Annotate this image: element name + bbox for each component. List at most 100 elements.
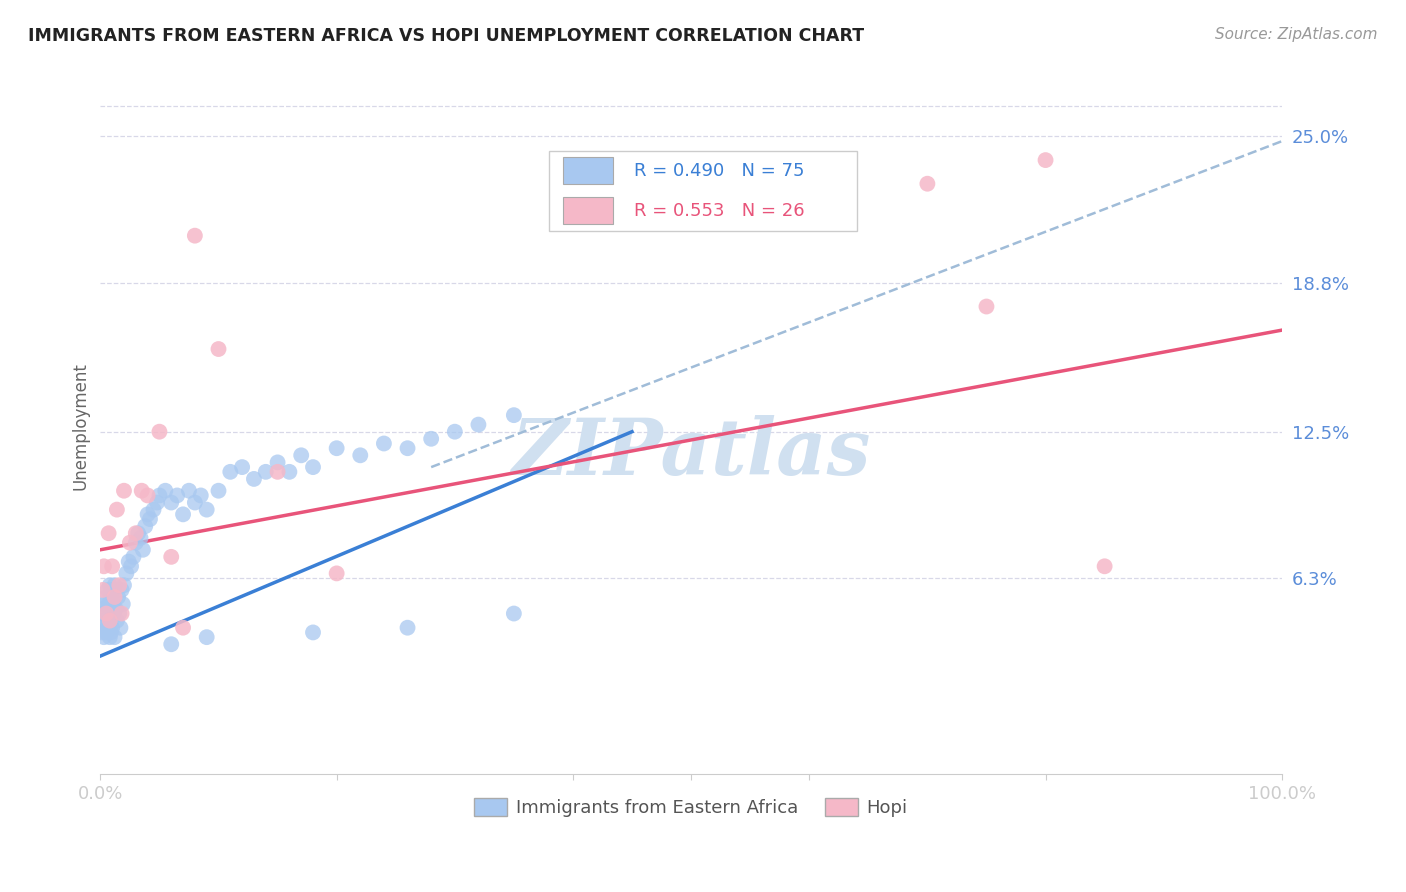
Point bbox=[290, 448, 312, 462]
Point bbox=[110, 607, 132, 621]
Point bbox=[98, 578, 121, 592]
Point bbox=[103, 578, 125, 592]
Point bbox=[115, 566, 138, 581]
Point bbox=[177, 483, 200, 498]
Point bbox=[148, 488, 170, 502]
Point bbox=[502, 607, 524, 621]
Point bbox=[1035, 153, 1057, 167]
Point bbox=[302, 460, 325, 475]
Point bbox=[120, 559, 142, 574]
Point bbox=[467, 417, 489, 432]
Point bbox=[112, 483, 135, 498]
Point bbox=[110, 582, 132, 597]
Point bbox=[396, 441, 419, 455]
Point bbox=[302, 625, 325, 640]
Point bbox=[266, 455, 288, 469]
Point bbox=[148, 425, 170, 439]
Point bbox=[103, 590, 125, 604]
Point bbox=[231, 460, 253, 475]
Point bbox=[100, 625, 122, 640]
Point bbox=[278, 465, 301, 479]
Legend: Immigrants from Eastern Africa, Hopi: Immigrants from Eastern Africa, Hopi bbox=[467, 790, 915, 824]
Point bbox=[98, 630, 121, 644]
Point bbox=[349, 448, 371, 462]
Point bbox=[104, 602, 127, 616]
Point bbox=[122, 549, 145, 564]
Point bbox=[111, 597, 134, 611]
Point bbox=[101, 559, 124, 574]
Point bbox=[172, 508, 194, 522]
Point bbox=[101, 621, 124, 635]
Point bbox=[91, 582, 114, 597]
Point bbox=[118, 535, 141, 549]
Text: ZIPatlas: ZIPatlas bbox=[512, 416, 870, 491]
Point bbox=[110, 621, 132, 635]
Point bbox=[97, 526, 120, 541]
Point bbox=[254, 465, 277, 479]
Point bbox=[93, 602, 115, 616]
Point bbox=[195, 502, 218, 516]
Point bbox=[100, 590, 122, 604]
Point bbox=[96, 590, 118, 604]
Point bbox=[93, 559, 115, 574]
Point bbox=[90, 625, 112, 640]
Point bbox=[160, 495, 183, 509]
Point bbox=[91, 607, 114, 621]
Point bbox=[103, 607, 125, 621]
Point bbox=[373, 436, 395, 450]
Point bbox=[207, 342, 229, 356]
Point bbox=[219, 465, 242, 479]
Point bbox=[97, 614, 120, 628]
Point bbox=[93, 630, 115, 644]
Point bbox=[420, 432, 443, 446]
Text: IMMIGRANTS FROM EASTERN AFRICA VS HOPI UNEMPLOYMENT CORRELATION CHART: IMMIGRANTS FROM EASTERN AFRICA VS HOPI U… bbox=[28, 27, 865, 45]
Point bbox=[131, 483, 153, 498]
Point bbox=[96, 607, 118, 621]
Point bbox=[207, 483, 229, 498]
Point bbox=[108, 578, 131, 592]
Point bbox=[160, 549, 183, 564]
Point bbox=[98, 614, 121, 628]
Point bbox=[134, 519, 156, 533]
Point bbox=[502, 408, 524, 422]
Text: Source: ZipAtlas.com: Source: ZipAtlas.com bbox=[1215, 27, 1378, 42]
Y-axis label: Unemployment: Unemployment bbox=[72, 362, 89, 490]
Point bbox=[96, 625, 118, 640]
Point bbox=[166, 488, 188, 502]
Point bbox=[97, 597, 120, 611]
Point bbox=[94, 614, 117, 628]
Point bbox=[96, 621, 118, 635]
Point bbox=[155, 483, 177, 498]
Point bbox=[139, 512, 162, 526]
Point bbox=[96, 582, 118, 597]
Point bbox=[172, 621, 194, 635]
Point bbox=[396, 621, 419, 635]
Point bbox=[105, 614, 128, 628]
Point bbox=[184, 495, 207, 509]
Point bbox=[1094, 559, 1116, 574]
Point bbox=[94, 597, 117, 611]
Point bbox=[118, 555, 141, 569]
Point bbox=[976, 300, 998, 314]
Point bbox=[103, 597, 125, 611]
Text: R = 0.553   N = 26: R = 0.553 N = 26 bbox=[634, 202, 806, 219]
Point bbox=[125, 526, 148, 541]
Point bbox=[325, 566, 347, 581]
Point bbox=[136, 508, 159, 522]
Point bbox=[136, 488, 159, 502]
Text: R = 0.490   N = 75: R = 0.490 N = 75 bbox=[634, 161, 804, 179]
FancyBboxPatch shape bbox=[550, 151, 856, 231]
Point bbox=[108, 607, 131, 621]
Point bbox=[917, 177, 939, 191]
Point bbox=[325, 441, 347, 455]
Point bbox=[184, 228, 207, 243]
Point bbox=[103, 630, 125, 644]
FancyBboxPatch shape bbox=[564, 197, 613, 224]
Point bbox=[190, 488, 212, 502]
Point bbox=[101, 582, 124, 597]
Point bbox=[443, 425, 465, 439]
Point bbox=[112, 578, 135, 592]
Point bbox=[195, 630, 218, 644]
Point bbox=[160, 637, 183, 651]
Point bbox=[91, 621, 114, 635]
